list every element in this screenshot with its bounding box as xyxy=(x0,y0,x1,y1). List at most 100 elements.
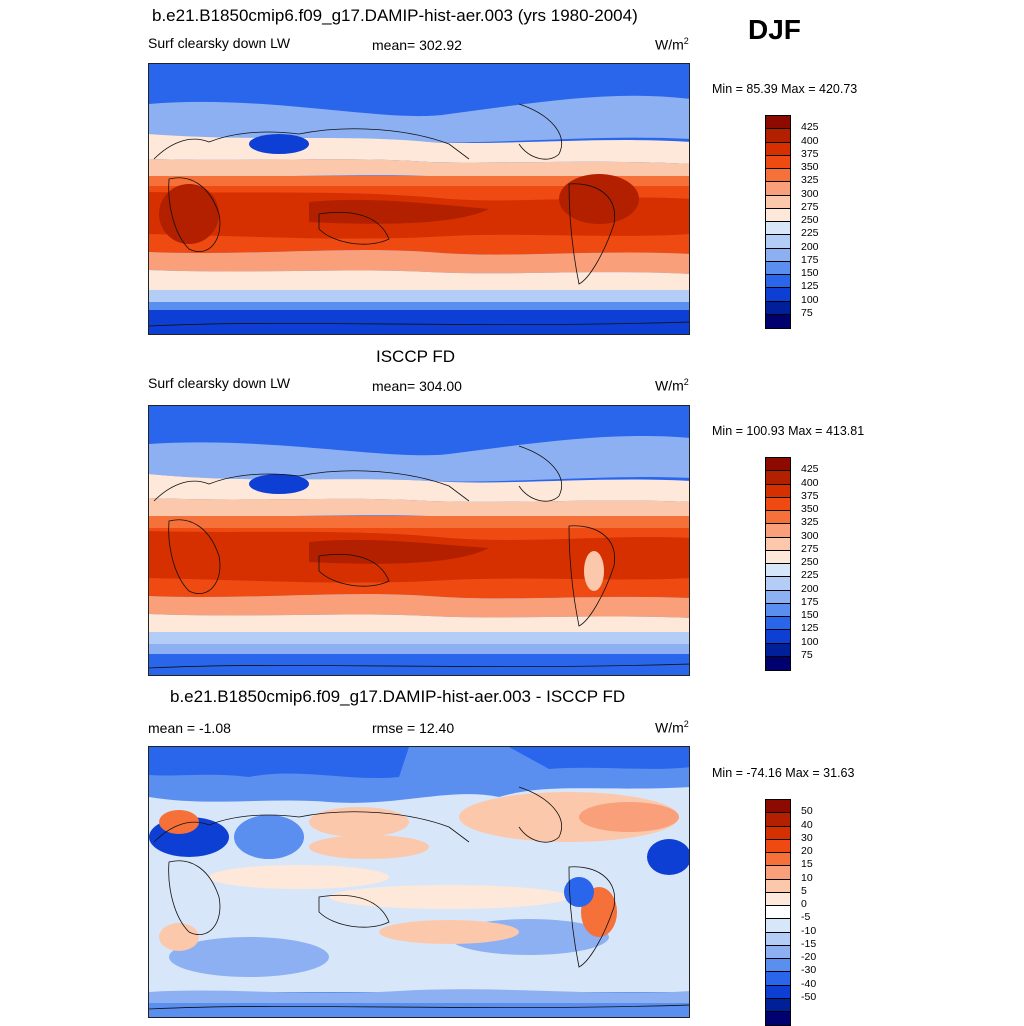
rmse-label: rmse = 12.40 xyxy=(372,720,455,736)
colorbar-tick-label: 30 xyxy=(801,831,813,844)
colorbar-tick-label: 400 xyxy=(801,476,819,489)
colorbar-box xyxy=(766,959,790,973)
colorbar-tick-label: 350 xyxy=(801,503,819,515)
colorbar-box xyxy=(766,813,790,827)
units-label: W/m2 xyxy=(655,719,689,736)
colorbar-box xyxy=(766,458,790,472)
colorbar-box xyxy=(766,879,790,893)
colorbar-tick-label: 225 xyxy=(801,227,819,240)
colorbar-box xyxy=(766,261,790,275)
colorbar-box xyxy=(766,497,790,511)
colorbar-tick-label: 325 xyxy=(801,174,819,187)
colorbar-box xyxy=(766,195,790,209)
colorbar-box xyxy=(766,275,790,289)
colorbar-tick-label: 425 xyxy=(801,463,819,476)
units-label: W/m2 xyxy=(655,377,689,394)
map-panel-model xyxy=(148,63,690,335)
colorbar-tick-label: 20 xyxy=(801,845,813,857)
season-label: DJF xyxy=(748,14,801,45)
colorbar-tick-label: 40 xyxy=(801,818,813,831)
colorbar-box xyxy=(766,471,790,485)
colorbar-tick-label: 75 xyxy=(801,306,813,319)
colorbar-tick-label: -15 xyxy=(801,937,817,950)
colorbar-box xyxy=(766,484,790,498)
panel-title: b.e21.B1850cmip6.f09_g17.DAMIP-hist-aer.… xyxy=(152,6,638,25)
colorbar-box xyxy=(766,208,790,222)
colorbar-tick-label: 375 xyxy=(801,489,819,502)
colorbar-box xyxy=(766,590,790,604)
colorbar-tick-label: 100 xyxy=(801,293,819,306)
colorbar-tick-label: 275 xyxy=(801,200,819,213)
colorbar-box xyxy=(766,142,790,156)
colorbar-tick-label: 100 xyxy=(801,635,819,648)
colorbar-tick-label: 400 xyxy=(801,134,819,147)
colorbar-box xyxy=(766,1012,790,1026)
colorbar-box xyxy=(766,985,790,999)
colorbar-box xyxy=(766,155,790,169)
colorbar-box xyxy=(766,906,790,920)
colorbar-tick-label: 150 xyxy=(801,609,819,621)
colorbar-tick-label: 10 xyxy=(801,871,813,884)
colorbar-box xyxy=(766,288,790,302)
colorbar-tick-label: 250 xyxy=(801,556,819,568)
mean-label: mean = -1.08 xyxy=(148,720,231,736)
contour-map xyxy=(149,406,689,675)
colorbar-box xyxy=(766,866,790,880)
colorbar-box xyxy=(766,643,790,657)
colorbar-tick-label: -5 xyxy=(801,911,811,924)
colorbar-box xyxy=(766,182,790,196)
colorbar-box xyxy=(766,248,790,262)
colorbar-tick-label: -50 xyxy=(801,990,817,1003)
colorbar xyxy=(765,115,791,329)
map-panel-obs xyxy=(148,405,690,676)
colorbar-box xyxy=(766,972,790,986)
variable-label: Surf clearsky down LW xyxy=(148,35,291,51)
minmax-label: Min = -74.16 Max = 31.63 xyxy=(712,766,855,780)
colorbar-tick-label: 200 xyxy=(801,582,819,595)
colorbar-box xyxy=(766,511,790,525)
colorbar-tick-label: -10 xyxy=(801,924,817,937)
colorbar-box xyxy=(766,116,790,130)
colorbar-tick-label: 300 xyxy=(801,529,819,542)
colorbar-box xyxy=(766,919,790,933)
colorbar-tick-label: 225 xyxy=(801,569,819,582)
colorbar-tick-label: 75 xyxy=(801,648,813,661)
contour-map xyxy=(149,64,689,334)
colorbar-tick-label: 300 xyxy=(801,187,819,200)
minmax-label: Min = 85.39 Max = 420.73 xyxy=(712,82,858,96)
colorbar-box xyxy=(766,550,790,564)
contour-map xyxy=(149,747,689,1017)
mean-label: mean= 302.92 xyxy=(372,37,462,53)
colorbar-box xyxy=(766,617,790,631)
mean-label: mean= 304.00 xyxy=(372,378,462,394)
colorbar-box xyxy=(766,314,790,328)
colorbar-tick-label: 250 xyxy=(801,214,819,226)
colorbar-tick-label: 175 xyxy=(801,253,819,266)
colorbar-tick-label: -30 xyxy=(801,964,817,977)
colorbar-tick-label: 125 xyxy=(801,622,819,635)
minmax-label: Min = 100.93 Max = 413.81 xyxy=(712,424,865,438)
panel-title: ISCCP FD xyxy=(376,347,456,366)
colorbar-box xyxy=(766,945,790,959)
colorbar-box xyxy=(766,129,790,143)
colorbar-tick-label: 5 xyxy=(801,884,807,897)
colorbar-box xyxy=(766,800,790,814)
colorbar-tick-label: 15 xyxy=(801,858,813,871)
colorbar-box xyxy=(766,839,790,853)
colorbar-tick-label: 375 xyxy=(801,147,819,160)
colorbar-box xyxy=(766,853,790,867)
colorbar-tick-label: 0 xyxy=(801,898,807,910)
colorbar xyxy=(765,457,791,671)
colorbar xyxy=(765,799,791,1026)
colorbar-tick-label: 50 xyxy=(801,805,813,818)
colorbar-box xyxy=(766,656,790,670)
colorbar-box xyxy=(766,537,790,551)
colorbar-box xyxy=(766,222,790,236)
variable-label: Surf clearsky down LW xyxy=(148,375,291,391)
colorbar-box xyxy=(766,301,790,315)
colorbar-tick-label: 325 xyxy=(801,516,819,529)
colorbar-tick-label: 350 xyxy=(801,161,819,173)
colorbar-box xyxy=(766,235,790,249)
colorbar-tick-label: 125 xyxy=(801,280,819,293)
colorbar-box xyxy=(766,577,790,591)
